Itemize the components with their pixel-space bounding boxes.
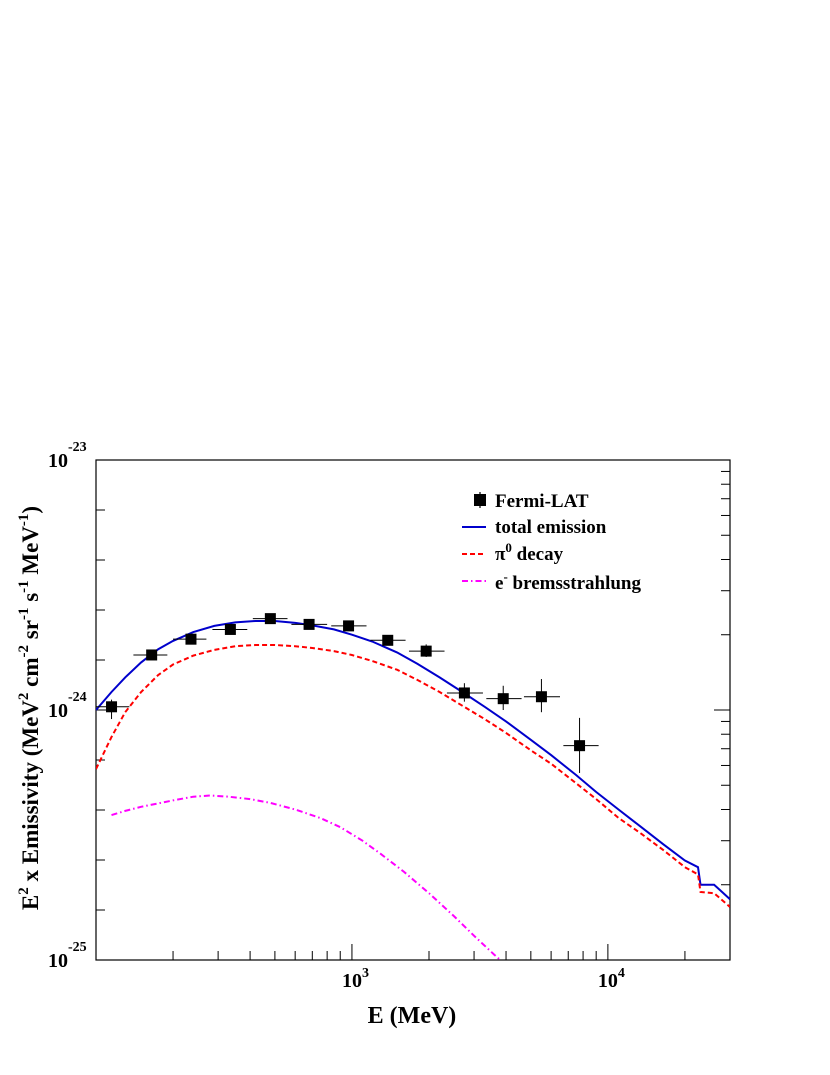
y-title-part: MeV: [18, 526, 43, 581]
legend-brems-rest: bremsstrahlung: [508, 573, 642, 594]
point-marker: [106, 701, 118, 713]
legend-marker-square: [474, 494, 486, 506]
x-tick-exp: 3: [362, 966, 369, 981]
model-curves: [96, 620, 730, 960]
point-marker: [458, 687, 470, 699]
plot-frame: [95, 459, 731, 961]
legend-label-total-emission: total emission: [495, 517, 607, 538]
point-marker: [146, 649, 158, 661]
legend-entry-brems: e- bremsstrahlung: [462, 569, 641, 594]
y-tick-base: 10: [48, 700, 68, 722]
y-title-part: ): [18, 506, 43, 514]
y-tick-exp: -25: [68, 940, 87, 955]
point-marker: [264, 613, 276, 625]
y-tick-base: 10: [48, 950, 68, 972]
point-marker: [303, 618, 315, 630]
legend-entry-pi0: π0 decay: [462, 540, 564, 565]
data-point-2: [173, 633, 207, 645]
y-tick-base: 10: [48, 450, 68, 472]
y-title-sup: -2: [16, 645, 32, 658]
legend-pi0-sup: 0: [505, 540, 512, 555]
y-title-sup: 2: [16, 887, 32, 895]
y-title-sup: -1: [16, 514, 32, 527]
y-tick-label-2: 10-25: [48, 940, 87, 972]
data-point-6: [331, 620, 367, 632]
axis-ticks: [95, 470, 731, 961]
series-pi0-line: [96, 644, 730, 908]
y-axis-title: E2 x Emissivity (MeV2 cm-2 sr-1 s-1 MeV-…: [16, 506, 43, 910]
legend: Fermi-LAT total emission π0 decay e- bre…: [462, 491, 641, 594]
data-point-7: [370, 634, 406, 646]
legend-brems-sup: -: [503, 569, 507, 584]
data-point-1: [133, 649, 168, 661]
y-tick-label-0: 10-23: [48, 440, 87, 472]
data-point-5: [291, 618, 328, 630]
data-point-11: [523, 679, 561, 713]
point-marker: [420, 645, 432, 657]
y-title-part: x Emissivity (MeV: [18, 700, 43, 888]
y-title-part: sr: [18, 620, 43, 645]
x-tick-label-0: 103: [342, 966, 369, 992]
point-marker: [185, 633, 197, 645]
y-tick-exp: -23: [68, 440, 87, 455]
y-title-part: E: [18, 895, 43, 910]
legend-brems-symbol: e: [495, 573, 503, 594]
data-point-0: [96, 699, 130, 720]
data-point-9: [446, 683, 483, 702]
legend-entry-data: Fermi-LAT: [474, 491, 589, 512]
data-point-4: [252, 613, 288, 625]
legend-label-pi0-decay: π0 decay: [495, 540, 564, 565]
y-title-sup: 2: [16, 693, 32, 701]
data-point-3: [212, 623, 248, 635]
data-point-8: [408, 644, 445, 657]
data-point-10: [486, 685, 522, 710]
y-tick-label-1: 10-24: [48, 690, 87, 722]
y-title-part: cm: [18, 657, 43, 692]
x-axis-title: E (MeV): [368, 1003, 457, 1029]
point-marker: [224, 623, 236, 635]
x-tick-exp: 4: [618, 966, 625, 981]
legend-label-fermi-lat: Fermi-LAT: [495, 491, 589, 512]
y-tick-exp: -24: [68, 690, 87, 705]
series-brems-line: [111, 794, 501, 960]
y-title-sup: -1: [16, 580, 32, 593]
fermi-lat-points: [96, 613, 599, 773]
x-tick-base: 10: [342, 970, 362, 992]
y-title-sup: -1: [16, 608, 32, 621]
y-title-part: s: [18, 593, 43, 608]
legend-pi0-rest: decay: [512, 544, 564, 565]
legend-entry-total: total emission: [462, 517, 607, 538]
point-marker: [497, 693, 509, 705]
x-tick-label-1: 104: [598, 966, 625, 992]
point-marker: [535, 691, 547, 703]
series-total-line: [96, 620, 730, 900]
legend-label-bremsstrahlung: e- bremsstrahlung: [495, 569, 641, 594]
x-tick-base: 10: [598, 970, 618, 992]
point-marker: [382, 634, 394, 646]
data-point-12: [563, 717, 599, 773]
legend-pi0-symbol: π: [495, 544, 506, 565]
point-marker: [343, 620, 355, 632]
point-marker: [574, 740, 586, 752]
